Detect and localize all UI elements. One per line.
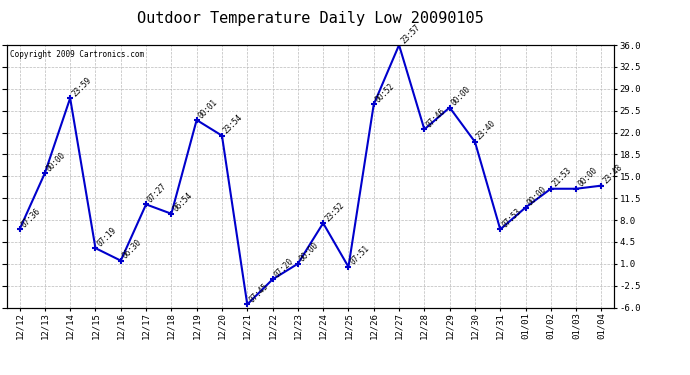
Text: Copyright 2009 Cartronics.com: Copyright 2009 Cartronics.com — [10, 50, 144, 59]
Text: 07:20: 07:20 — [273, 256, 295, 279]
Text: 07:36: 07:36 — [19, 207, 42, 230]
Text: 23:59: 23:59 — [70, 75, 93, 98]
Text: 06:54: 06:54 — [171, 191, 194, 214]
Text: 23:57: 23:57 — [399, 22, 422, 45]
Text: 23:40: 23:40 — [475, 119, 497, 142]
Text: 07:51: 07:51 — [348, 244, 371, 267]
Text: 23:48: 23:48 — [602, 163, 624, 186]
Text: 00:52: 00:52 — [374, 82, 397, 104]
Text: 23:54: 23:54 — [222, 113, 245, 136]
Text: 00:01: 00:01 — [197, 97, 219, 120]
Text: 21:53: 21:53 — [551, 166, 573, 189]
Text: 00:00: 00:00 — [576, 166, 599, 189]
Text: 00:00: 00:00 — [45, 150, 68, 173]
Text: 07:53: 07:53 — [500, 207, 523, 230]
Text: 07:27: 07:27 — [146, 182, 169, 204]
Text: Outdoor Temperature Daily Low 20090105: Outdoor Temperature Daily Low 20090105 — [137, 11, 484, 26]
Text: 07:46: 07:46 — [424, 106, 447, 129]
Text: 23:52: 23:52 — [323, 200, 346, 223]
Text: 07:19: 07:19 — [95, 225, 118, 248]
Text: 07:45: 07:45 — [247, 282, 270, 304]
Text: 00:00: 00:00 — [450, 85, 473, 108]
Text: 06:30: 06:30 — [121, 238, 144, 261]
Text: 00:00: 00:00 — [298, 241, 321, 264]
Text: 00:00: 00:00 — [526, 185, 549, 207]
